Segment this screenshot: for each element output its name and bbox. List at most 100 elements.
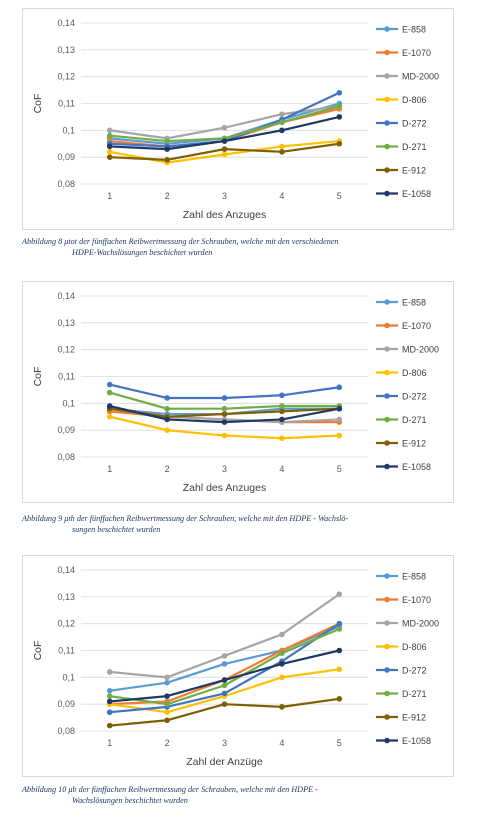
data-point-E-912 xyxy=(221,411,228,417)
data-point-E-1058 xyxy=(336,405,343,412)
data-point-E-912 xyxy=(279,149,285,155)
y-axis-title: CoF xyxy=(32,641,44,661)
legend-label: D-806 xyxy=(402,368,427,378)
x-tick-label: 2 xyxy=(165,191,170,201)
legend-label: MD-2000 xyxy=(402,345,439,355)
x-axis-title: Zahl des Anzuges xyxy=(183,209,266,221)
x-tick-label: 3 xyxy=(222,191,227,201)
x-tick-label: 1 xyxy=(107,464,112,474)
y-tick-label: 0,1 xyxy=(62,672,75,682)
legend-label: MD-2000 xyxy=(402,619,439,629)
data-point-D-272 xyxy=(279,392,285,399)
chart-panel-2: 0,08 0,09 0,1 0,11 0,12 0,13 0,14 1 2 3 4 5 Zahl des… xyxy=(22,281,454,503)
data-point-E-912 xyxy=(336,140,343,147)
data-point-D-271 xyxy=(106,132,113,139)
legend-entry-D-272: D-272 xyxy=(376,666,427,676)
y-tick-label: 0,13 xyxy=(57,592,75,602)
legend-label: E-1070 xyxy=(402,321,431,331)
data-point-D-806 xyxy=(279,143,285,150)
data-point-E-1058 xyxy=(336,114,343,120)
x-tick-label: 5 xyxy=(337,464,342,474)
data-point-D-272 xyxy=(164,395,170,401)
data-point-D-806 xyxy=(336,666,343,673)
y-tick-label: 0,13 xyxy=(57,45,75,55)
caption-1-line-2: HDPE-Wachslösungen beschichtet wurden xyxy=(72,247,213,257)
data-point-D-272 xyxy=(106,381,113,388)
data-point-E-858 xyxy=(164,679,170,686)
legend-entry-E-1058: E-1058 xyxy=(376,462,431,472)
y-tick-label: 0,09 xyxy=(57,699,75,709)
data-point-D-806 xyxy=(106,413,113,420)
legend-label: E-1058 xyxy=(402,462,431,472)
x-axis-title: Zahl der Anzüge xyxy=(186,756,263,768)
data-point-E-912 xyxy=(336,696,343,702)
data-point-E-1058 xyxy=(279,127,285,134)
y-axis-title: CoF xyxy=(32,367,44,387)
data-point-D-271 xyxy=(106,389,113,396)
data-point-E-912 xyxy=(164,157,170,163)
legend-entry-MD-2000: MD-2000 xyxy=(376,619,439,629)
data-point-D-271 xyxy=(164,138,170,144)
caption-3-line-1: Abbildung 10 μb der fünffachen Reibwertm… xyxy=(22,785,318,794)
data-point-D-806 xyxy=(221,151,228,158)
data-point-MD-2000 xyxy=(164,674,170,681)
data-point-D-806 xyxy=(164,709,170,716)
data-point-D-271 xyxy=(164,701,170,707)
data-point-E-912 xyxy=(279,408,285,415)
legend-entry-E-1058: E-1058 xyxy=(376,189,431,199)
data-point-E-858 xyxy=(221,661,228,667)
legend-entry-E-858: E-858 xyxy=(376,572,426,582)
y-tick-label: 0,1 xyxy=(62,125,75,135)
x-axis-title: Zahl des Anzuges xyxy=(183,482,266,494)
data-point-D-271 xyxy=(164,405,170,412)
legend-label: E-912 xyxy=(402,166,426,176)
caption-2-line-1: Abbildung 9 μth der fünffachen Reibwertm… xyxy=(22,514,349,523)
figure-caption-3: Abbildung 10 μb der fünffachen Reibwertm… xyxy=(22,785,462,806)
legend-label: E-1058 xyxy=(402,189,431,199)
legend-entry-E-912: E-912 xyxy=(376,713,426,723)
legend-entry-E-1070: E-1070 xyxy=(376,595,431,605)
legend-label: D-272 xyxy=(402,392,427,402)
legend-label: D-271 xyxy=(402,689,427,699)
legend-label: E-858 xyxy=(402,298,426,308)
y-tick-label: 0,11 xyxy=(58,646,75,656)
chart-panel-3: 0,08 0,09 0,1 0,11 0,12 0,13 0,14 1 2 3 4 5 Zahl der… xyxy=(22,555,454,777)
legend-entry-E-1058: E-1058 xyxy=(376,736,431,746)
line-chart-2: 0,08 0,09 0,1 0,11 0,12 0,13 0,14 1 2 3 4 5 Zahl des… xyxy=(32,291,439,494)
legend-label: E-1070 xyxy=(402,48,431,58)
data-point-E-912 xyxy=(221,701,228,707)
legend-label: E-1058 xyxy=(402,736,431,746)
data-point-D-806 xyxy=(279,674,285,681)
x-tick-label: 3 xyxy=(222,738,227,748)
y-tick-label: 0,08 xyxy=(57,452,75,462)
legend-entry-D-806: D-806 xyxy=(376,368,427,378)
y-tick-label: 0,13 xyxy=(57,318,75,328)
data-point-E-1058 xyxy=(106,698,113,705)
data-point-MD-2000 xyxy=(221,124,228,131)
legend-entry-E-1070: E-1070 xyxy=(376,48,431,58)
line-chart-1: 0,08 0,09 0,1 0,11 0,12 0,13 0,14 1 2 3 4 5 Zahl des… xyxy=(32,18,439,221)
legend-label: E-912 xyxy=(402,713,426,723)
y-tick-label: 0,12 xyxy=(57,72,75,82)
legend-label: E-858 xyxy=(402,572,426,582)
data-point-E-1058 xyxy=(164,693,170,699)
legend-entry-E-858: E-858 xyxy=(376,298,426,308)
data-point-E-1058 xyxy=(106,403,113,409)
legend-label: E-1070 xyxy=(402,595,431,605)
data-point-MD-2000 xyxy=(221,653,228,659)
legend-label: D-806 xyxy=(402,95,427,105)
x-tick-label: 2 xyxy=(165,464,170,474)
legend-entry-D-271: D-271 xyxy=(376,142,427,152)
caption-1-line-1: Abbildung 8 μtot der fünffachen Reibwert… xyxy=(22,237,339,246)
legend-entry-D-806: D-806 xyxy=(376,642,427,652)
x-tick-label: 4 xyxy=(279,191,284,201)
data-point-D-806 xyxy=(164,427,170,433)
data-point-D-271 xyxy=(279,650,285,656)
data-point-E-1058 xyxy=(106,143,113,150)
x-tick-label: 4 xyxy=(279,464,284,474)
caption-2-line-2: sungen beschichtet wurden xyxy=(72,524,161,534)
data-point-D-272 xyxy=(221,395,228,401)
data-point-D-271 xyxy=(336,103,343,109)
y-tick-label: 0,12 xyxy=(57,619,75,629)
data-point-E-1058 xyxy=(221,419,228,425)
